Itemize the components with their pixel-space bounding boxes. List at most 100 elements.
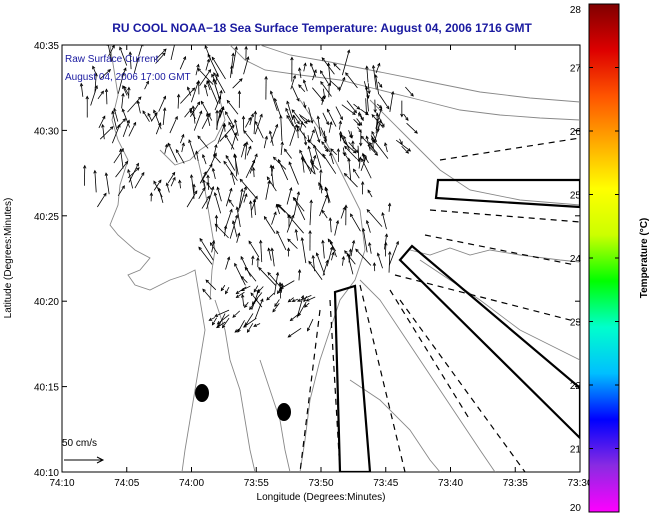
current-vector xyxy=(367,83,371,95)
current-vector xyxy=(309,62,317,77)
current-vector xyxy=(225,286,230,295)
colorbar-tick-label: 24 xyxy=(570,254,582,265)
current-vector xyxy=(243,56,250,75)
current-vector xyxy=(322,88,327,100)
current-vector xyxy=(258,266,276,286)
current-vector xyxy=(199,68,212,87)
beam-line-1 xyxy=(439,137,580,161)
current-vector xyxy=(206,174,210,190)
current-vector xyxy=(347,157,352,181)
current-vector xyxy=(162,107,167,126)
current-vector xyxy=(235,286,247,295)
x-tick-label: 73:45 xyxy=(373,478,398,489)
sandy-hook-spit xyxy=(197,159,216,301)
current-vector xyxy=(327,82,331,98)
x-axis-label: Longitude (Degrees:Minutes) xyxy=(257,492,386,503)
study-box-south xyxy=(333,284,372,472)
current-vector xyxy=(241,115,246,131)
colorbar-tick-label: 27 xyxy=(570,64,582,75)
x-tick-label: 73:30 xyxy=(567,478,592,489)
current-vector xyxy=(348,142,359,154)
current-vector xyxy=(240,142,247,158)
current-vector xyxy=(235,206,241,228)
current-vector xyxy=(253,285,259,293)
current-vector xyxy=(199,237,214,261)
current-vector xyxy=(134,171,145,189)
x-tick-label: 73:50 xyxy=(308,478,333,489)
current-vector xyxy=(274,271,280,295)
current-vector xyxy=(302,79,308,92)
current-vector xyxy=(249,298,259,311)
current-vector xyxy=(211,56,226,80)
colorbar-tick-label: 23 xyxy=(570,318,582,329)
current-vector xyxy=(361,158,372,179)
current-vector xyxy=(345,72,358,89)
current-vector xyxy=(207,53,219,77)
current-vector xyxy=(97,192,107,208)
current-vector xyxy=(308,230,312,251)
beam-line-8 xyxy=(399,299,526,472)
current-vector xyxy=(360,180,365,195)
current-vector xyxy=(298,84,306,93)
current-vector xyxy=(303,62,307,72)
current-vector xyxy=(264,75,268,100)
current-vector xyxy=(128,121,137,137)
current-vector xyxy=(211,167,216,180)
current-vector xyxy=(283,148,292,159)
current-vector xyxy=(395,139,412,152)
current-vector xyxy=(263,135,268,149)
current-vector xyxy=(231,220,238,238)
nj-coastline xyxy=(109,45,206,472)
current-vector xyxy=(219,106,225,118)
colorbar xyxy=(588,3,620,513)
current-vector xyxy=(297,269,302,281)
current-vector xyxy=(375,62,381,74)
current-vector xyxy=(388,250,392,273)
current-vector xyxy=(153,180,163,198)
current-vector xyxy=(286,214,295,233)
x-tick-label: 73:40 xyxy=(438,478,463,489)
current-vector xyxy=(372,262,377,272)
current-vector xyxy=(272,303,280,313)
current-vector xyxy=(350,213,361,232)
scale-arrow xyxy=(64,456,105,464)
current-vector xyxy=(361,152,366,162)
current-vector xyxy=(233,118,239,136)
current-vector xyxy=(289,312,301,322)
current-vector xyxy=(291,86,300,102)
current-vector xyxy=(155,52,166,64)
current-vector xyxy=(221,317,230,329)
current-vector xyxy=(121,108,131,128)
current-vector xyxy=(251,255,255,266)
current-vector xyxy=(272,156,287,170)
current-vector xyxy=(153,179,162,191)
current-vector xyxy=(212,154,221,164)
current-vector xyxy=(373,99,377,114)
current-vector xyxy=(326,108,337,127)
colorbar-tick-label: 21 xyxy=(570,445,582,456)
current-vector xyxy=(320,80,332,97)
current-vector xyxy=(259,239,263,263)
x-tick-label: 74:05 xyxy=(114,478,139,489)
current-vector xyxy=(186,190,198,208)
current-vector xyxy=(83,164,87,186)
current-vector xyxy=(127,86,131,99)
colorbar-tick-label: 20 xyxy=(570,503,582,514)
current-vector xyxy=(315,252,326,276)
current-vector xyxy=(189,101,201,118)
current-vector xyxy=(94,72,98,93)
current-vector xyxy=(289,123,298,146)
current-vector xyxy=(155,48,167,61)
colorbar-tick-label: 26 xyxy=(570,127,582,138)
current-vector xyxy=(138,45,144,57)
current-vector xyxy=(293,191,301,216)
current-vector xyxy=(197,135,209,149)
current-vector xyxy=(359,130,363,147)
current-vector xyxy=(340,133,345,143)
current-vector xyxy=(291,298,299,303)
current-vector xyxy=(329,152,334,165)
current-vector xyxy=(355,248,372,266)
current-vector xyxy=(287,328,302,338)
current-vector xyxy=(344,250,356,265)
current-vector xyxy=(246,145,252,156)
